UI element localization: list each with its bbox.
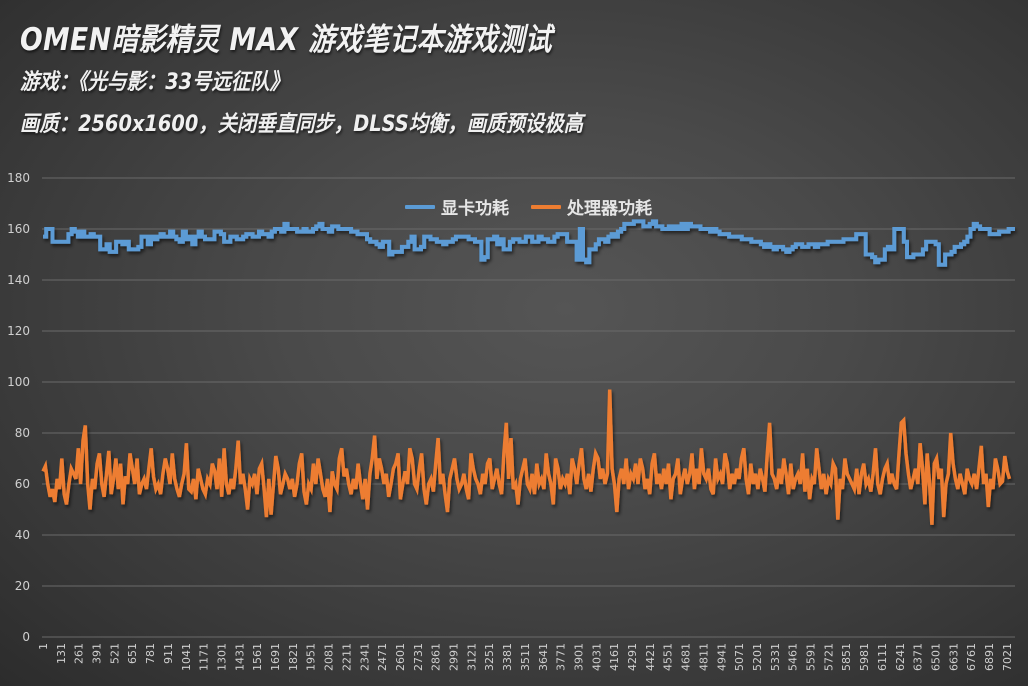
x-tick-label: 2991	[448, 643, 461, 671]
game-subtitle: 游戏：《光与影：33号远征队》	[20, 70, 289, 95]
x-tick-label: 3381	[501, 643, 514, 671]
x-tick-label: 131	[55, 643, 68, 664]
x-tick-label: 1951	[305, 643, 318, 671]
x-tick-label: 1691	[269, 643, 282, 671]
x-tick-label: 4551	[662, 643, 675, 671]
y-axis-ticks: 0 20 40 60 80 100 120 140 160 180	[7, 171, 30, 644]
y-tick-label: 0	[22, 630, 30, 644]
x-tick-label: 261	[73, 643, 86, 664]
legend-item-gpu[interactable]: 显卡功耗	[405, 194, 509, 219]
x-tick-label: 1561	[251, 643, 264, 671]
settings-subtitle: 画质：2560x1600，关闭垂直同步，DLSS均衡，画质预设极高	[20, 112, 584, 137]
x-tick-label: 4031	[590, 643, 603, 671]
x-tick-label: 2081	[323, 643, 336, 671]
x-tick-label: 4421	[644, 643, 657, 671]
x-tick-label: 5981	[858, 643, 871, 671]
legend-cpu-label: 处理器功耗	[567, 199, 652, 219]
x-tick-label: 2601	[394, 643, 407, 671]
legend: 显卡功耗 处理器功耗	[405, 194, 652, 219]
x-tick-label: 6111	[876, 643, 889, 671]
x-tick-label: 5331	[769, 643, 782, 671]
y-tick-label: 60	[15, 477, 30, 491]
x-tick-label: 3121	[465, 643, 478, 671]
legend-item-cpu[interactable]: 处理器功耗	[531, 194, 652, 219]
y-tick-label: 180	[7, 171, 30, 185]
x-tick-label: 651	[126, 643, 139, 664]
x-tick-label: 6371	[912, 643, 925, 671]
x-tick-label: 5201	[751, 643, 764, 671]
y-tick-label: 140	[7, 273, 30, 287]
y-tick-label: 100	[7, 375, 30, 389]
x-tick-label: 5851	[840, 643, 853, 671]
x-tick-label: 1041	[180, 643, 193, 671]
x-tick-label: 7021	[1001, 643, 1014, 671]
x-tick-label: 781	[144, 643, 157, 664]
y-tick-label: 120	[7, 324, 30, 338]
gpu-power-line	[43, 219, 1015, 267]
x-tick-label: 911	[162, 643, 175, 664]
x-tick-label: 1301	[215, 643, 228, 671]
x-axis-ticks: 1 131 261 391 521 651 781 911 1041 1171 1301 1431 15…	[37, 643, 1014, 671]
x-tick-label: 4291	[626, 643, 639, 671]
chart-title: OMEN暗影精灵 MAX 游戏笔记本游戏测试	[20, 22, 553, 58]
y-tick-label: 160	[7, 222, 30, 236]
y-tick-label: 20	[15, 579, 30, 593]
x-tick-label: 1	[37, 643, 50, 650]
x-tick-label: 5591	[805, 643, 818, 671]
x-tick-label: 1171	[198, 643, 211, 671]
x-tick-label: 2471	[376, 643, 389, 671]
x-tick-label: 6761	[965, 643, 978, 671]
x-tick-label: 1821	[287, 643, 300, 671]
x-tick-label: 3251	[483, 643, 496, 671]
series-lines	[41, 219, 1015, 525]
x-tick-label: 4941	[715, 643, 728, 671]
x-tick-label: 3771	[555, 643, 568, 671]
x-tick-label: 4811	[697, 643, 710, 671]
cpu-swatch-icon	[531, 204, 561, 209]
title-block: OMEN暗影精灵 MAX 游戏笔记本游戏测试 游戏：《光与影：33号远征队》 画…	[20, 18, 660, 146]
gpu-swatch-icon	[405, 204, 435, 209]
x-tick-label: 6891	[983, 643, 996, 671]
x-tick-label: 391	[91, 643, 104, 664]
x-tick-label: 6501	[929, 643, 942, 671]
x-tick-label: 6631	[947, 643, 960, 671]
x-tick-label: 1431	[233, 643, 246, 671]
gridlines	[42, 177, 1015, 638]
x-tick-label: 6241	[894, 643, 907, 671]
x-tick-label: 2861	[430, 643, 443, 671]
y-tick-label: 40	[15, 528, 30, 542]
legend-gpu-label: 显卡功耗	[441, 199, 509, 219]
x-tick-label: 2731	[412, 643, 425, 671]
x-tick-label: 3901	[572, 643, 585, 671]
x-tick-label: 3641	[537, 643, 550, 671]
y-tick-label: 80	[15, 426, 30, 440]
x-tick-label: 521	[108, 643, 121, 664]
x-tick-label: 5071	[733, 643, 746, 671]
x-tick-label: 4161	[608, 643, 621, 671]
x-tick-label: 2341	[358, 643, 371, 671]
x-tick-label: 5721	[822, 643, 835, 671]
x-tick-label: 4681	[680, 643, 693, 671]
cpu-power-line	[41, 389, 1012, 525]
x-tick-label: 5461	[787, 643, 800, 671]
x-tick-label: 2211	[340, 643, 353, 671]
x-tick-label: 3511	[519, 643, 532, 671]
